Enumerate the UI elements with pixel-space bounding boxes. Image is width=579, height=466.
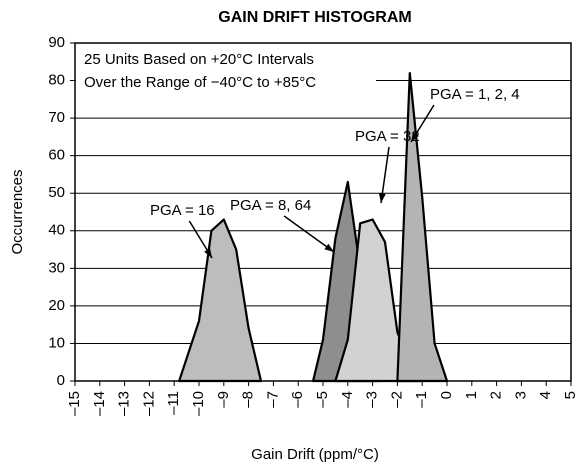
x-tick-label: –12 xyxy=(140,391,157,416)
y-tick-label: 10 xyxy=(48,334,65,351)
annotation: Over the Range of −40°C to +85°C xyxy=(84,74,316,91)
x-tick-label: –6 xyxy=(289,391,306,408)
arrowhead xyxy=(378,193,386,203)
x-axis-label: Gain Drift (ppm/°C) xyxy=(251,446,379,463)
x-tick-label: 1 xyxy=(463,391,480,399)
x-tick-label: –15 xyxy=(66,391,83,416)
arrowhead xyxy=(411,132,419,142)
arrowhead xyxy=(204,248,212,258)
series-label: PGA = 1, 2, 4 xyxy=(430,86,520,103)
annotation: 25 Units Based on +20°C Intervals xyxy=(84,51,314,68)
y-tick-label: 0 xyxy=(57,372,65,389)
x-tick-label: –8 xyxy=(240,391,257,408)
series-label: PGA = 32 xyxy=(355,128,420,145)
x-tick-label: –2 xyxy=(388,391,405,408)
y-tick-label: 50 xyxy=(48,184,65,201)
y-axis-label: Occurrences xyxy=(9,169,26,254)
arrowhead xyxy=(324,243,334,252)
x-tick-label: –13 xyxy=(116,391,133,416)
series-label: PGA = 8, 64 xyxy=(230,197,311,214)
x-tick-label: –3 xyxy=(364,391,381,408)
x-tick-label: 3 xyxy=(512,391,529,399)
x-tick-label: 0 xyxy=(438,391,455,399)
y-tick-label: 90 xyxy=(48,34,65,51)
series-label: PGA = 16 xyxy=(150,202,215,219)
y-tick-label: 80 xyxy=(48,72,65,89)
x-tick-label: 4 xyxy=(537,391,554,399)
x-tick-label: –1 xyxy=(413,391,430,408)
y-tick-label: 20 xyxy=(48,297,65,314)
x-tick-label: –4 xyxy=(339,391,356,408)
chart-title: GAIN DRIFT HISTOGRAM xyxy=(218,9,411,26)
area xyxy=(396,71,449,383)
y-tick-label: 60 xyxy=(48,147,65,164)
y-tick-label: 40 xyxy=(48,222,65,239)
x-tick-label: –10 xyxy=(190,391,207,416)
y-tick-label: 30 xyxy=(48,259,65,276)
arrow xyxy=(283,215,335,253)
x-tick-label: –7 xyxy=(264,391,281,408)
x-tick-label: –9 xyxy=(215,391,232,408)
annotation-box xyxy=(76,44,376,96)
x-tick-label: –5 xyxy=(314,391,331,408)
x-tick-label: 2 xyxy=(488,391,505,399)
x-tick-label: 5 xyxy=(562,391,579,399)
x-tick-label: –11 xyxy=(165,391,182,415)
y-tick-label: 70 xyxy=(48,109,65,126)
area xyxy=(178,218,263,383)
x-tick-label: –14 xyxy=(91,391,108,416)
arrow xyxy=(380,146,390,204)
